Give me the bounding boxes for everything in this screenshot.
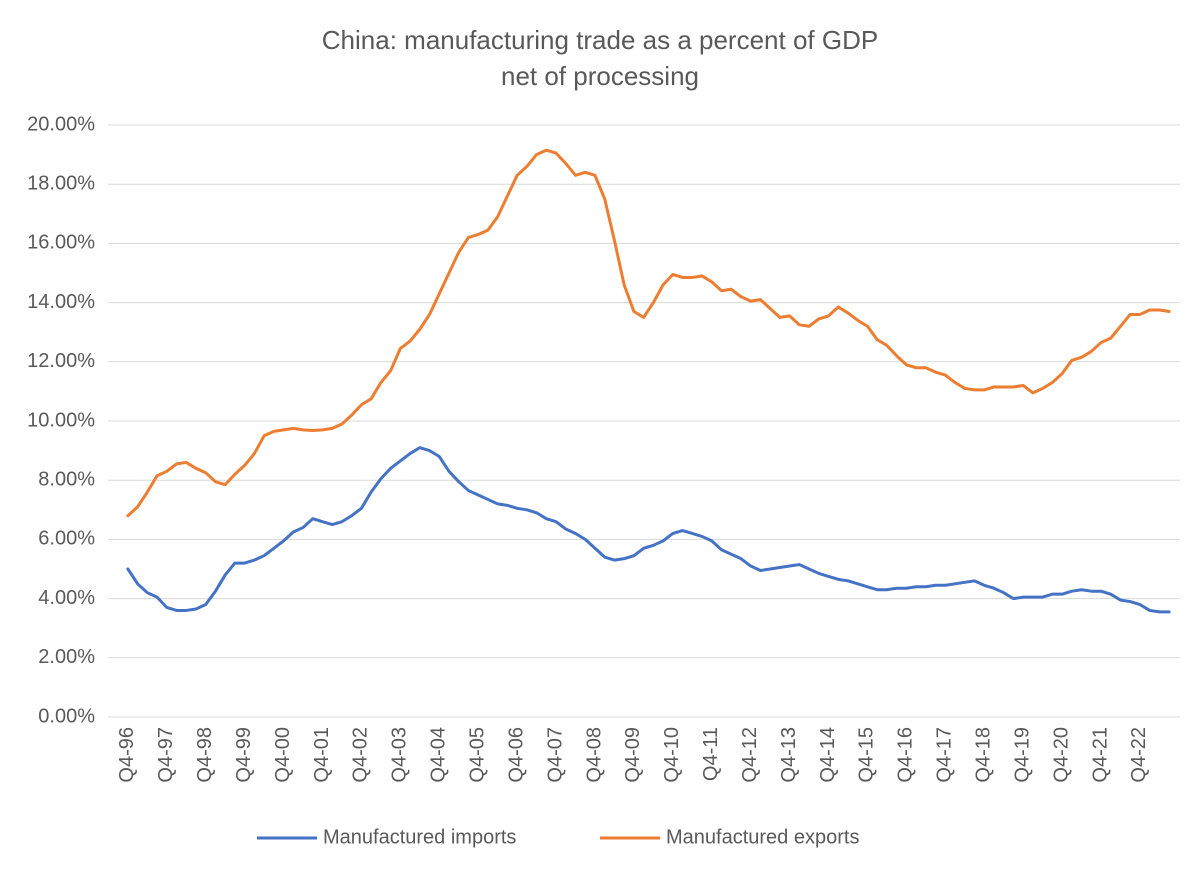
x-tick-label: Q4-98 [194, 727, 216, 783]
x-tick-label: Q4-07 [544, 727, 566, 783]
y-tick-label: 18.00% [27, 172, 95, 194]
x-tick-label: Q4-22 [1128, 727, 1150, 783]
x-tick-label: Q4-06 [505, 727, 527, 783]
chart-subtitle: net of processing [501, 61, 699, 91]
x-tick-label: Q4-97 [155, 727, 177, 783]
chart-title: China: manufacturing trade as a percent … [322, 25, 878, 55]
series-line [126, 148, 1171, 518]
x-tick-label: Q4-12 [739, 727, 761, 783]
x-tick-label: Q4-03 [389, 727, 411, 783]
x-tick-label: Q4-10 [661, 727, 683, 783]
x-tick-label: Q4-11 [700, 727, 722, 781]
y-tick-label: 6.00% [38, 528, 95, 550]
x-tick-label: Q4-19 [1011, 727, 1033, 783]
y-tick-label: 4.00% [38, 587, 95, 609]
x-tick-label: Q4-02 [350, 727, 372, 783]
x-tick-label: Q4-20 [1050, 727, 1072, 783]
x-tick-label: Q4-96 [116, 727, 138, 783]
y-tick-label: 16.00% [27, 232, 95, 254]
legend-label: Manufactured imports [323, 826, 516, 848]
x-tick-label: Q4-09 [622, 727, 644, 783]
x-tick-label: Q4-05 [466, 727, 488, 783]
x-tick-label: Q4-17 [934, 727, 956, 783]
x-tick-label: Q4-08 [583, 727, 605, 783]
x-tick-label: Q4-13 [778, 727, 800, 783]
y-tick-label: 8.00% [38, 468, 95, 490]
y-tick-label: 14.00% [27, 291, 95, 313]
y-tick-label: 0.00% [38, 705, 95, 727]
x-tick-label: Q4-14 [817, 727, 839, 783]
x-tick-label: Q4-01 [311, 727, 333, 783]
y-tick-label: 10.00% [27, 409, 95, 431]
y-tick-label: 12.00% [27, 350, 95, 372]
x-tick-label: Q4-21 [1089, 727, 1111, 783]
y-tick-label: 20.00% [27, 113, 95, 135]
x-tick-label: Q4-18 [973, 727, 995, 783]
series-line [126, 446, 1171, 614]
x-tick-label: Q4-99 [233, 727, 255, 783]
x-tick-label: Q4-15 [856, 727, 878, 783]
x-tick-label: Q4-16 [895, 727, 917, 783]
x-tick-label: Q4-04 [428, 727, 450, 783]
y-tick-label: 2.00% [38, 646, 95, 668]
x-tick-label: Q4-00 [272, 727, 294, 783]
legend-label: Manufactured exports [666, 826, 859, 848]
